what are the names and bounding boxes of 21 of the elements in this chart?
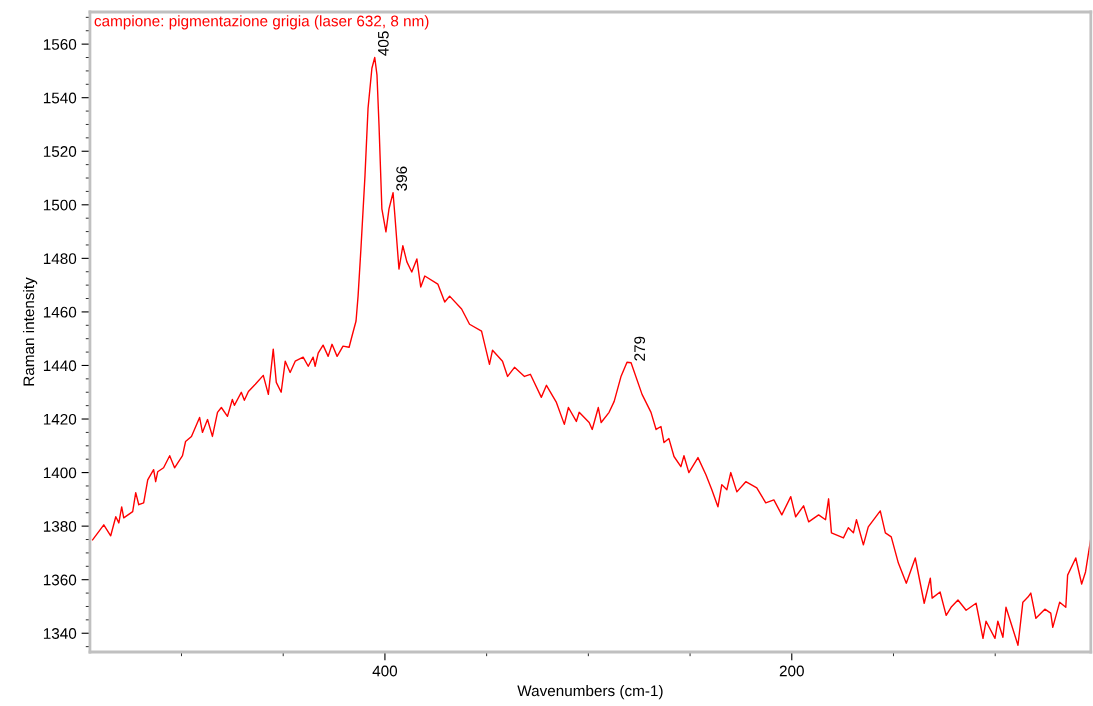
y-tick-label: 1420	[43, 413, 77, 425]
y-tick-label: 1360	[43, 574, 77, 586]
annotation: 396	[396, 166, 408, 191]
y-tick-label: 1520	[43, 146, 77, 157]
x-tick-label: 400	[372, 665, 398, 677]
annotation: 279	[634, 336, 646, 361]
y-tick-label: 1380	[43, 521, 77, 532]
y-tick-label: 1340	[43, 628, 77, 639]
annotation: 405	[377, 31, 389, 56]
y-tick-label: 1440	[43, 360, 77, 372]
y-tick-label: 1560	[43, 39, 77, 50]
x-tick-label: 200	[779, 665, 804, 677]
chart-title: campione: pigmentazione grigia (laser 632, 8 nm)	[94, 15, 429, 30]
y-axis-title: Raman intensity	[22, 277, 38, 386]
y-tick-label: 1540	[43, 92, 77, 104]
line-series	[91, 56, 1091, 646]
y-tick-label: 1400	[43, 467, 77, 479]
x-axis-title: Wavenumbers (cm-1)	[517, 684, 663, 700]
y-tick-label: 1500	[43, 199, 77, 211]
y-tick-label: 1460	[43, 306, 77, 318]
y-tick-label: 1480	[43, 253, 77, 265]
